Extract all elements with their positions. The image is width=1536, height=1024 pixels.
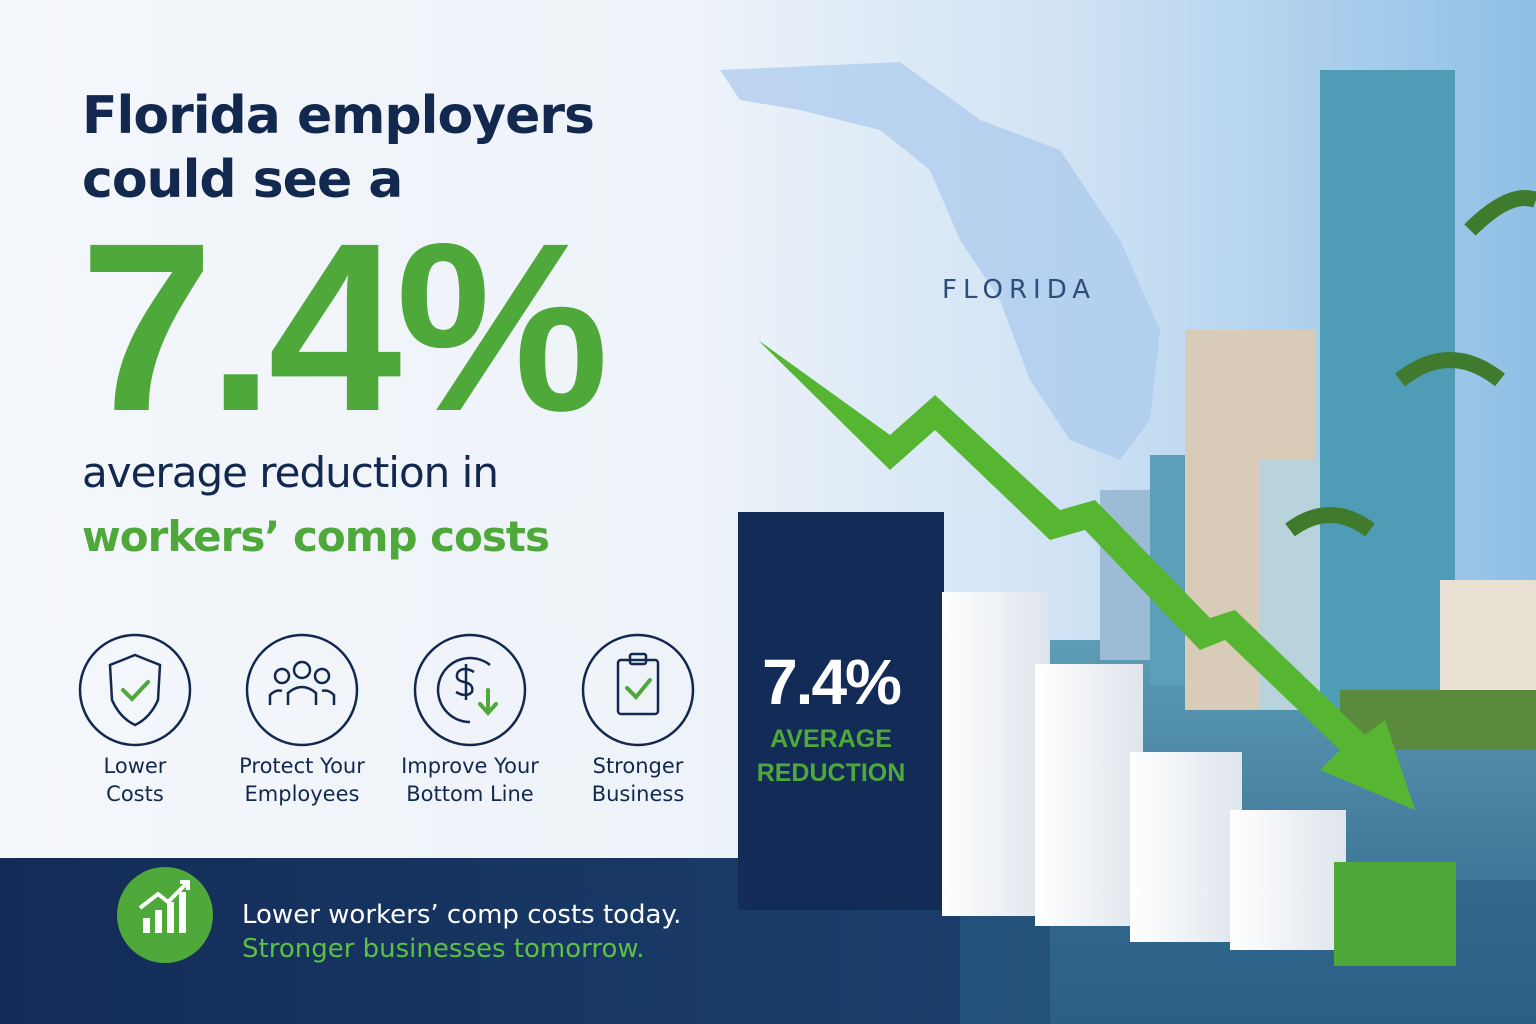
- benefit-line: Employees: [244, 782, 360, 806]
- callout-figure: 7.4%: [762, 646, 902, 718]
- benefit: Stronger Business: [538, 752, 738, 808]
- headline: Florida employers could see a: [82, 84, 595, 212]
- subtext: average reduction in: [82, 448, 499, 497]
- callout-line: AVERAGE: [770, 725, 892, 753]
- benefit-line: Stronger: [592, 754, 684, 778]
- headline-line: could see a: [82, 150, 403, 210]
- headline-figure: 7.4%: [80, 193, 609, 461]
- benefit-line: Business: [591, 782, 685, 806]
- benefit: Lower Costs: [35, 752, 235, 808]
- callout-line: REDUCTION: [756, 759, 906, 787]
- benefit-line: Costs: [106, 782, 164, 806]
- footer-line: Lower workers’ comp costs today.: [242, 900, 682, 930]
- benefit-line: Bottom Line: [406, 782, 534, 806]
- highlight: workers’ comp costs: [82, 512, 550, 561]
- headline-line: Florida employers: [82, 86, 595, 146]
- benefit: Protect Your Employees: [202, 752, 402, 808]
- map-label: FLORIDA: [942, 275, 1097, 305]
- callout-label: AVERAGE REDUCTION: [740, 722, 922, 790]
- footer-line: Stronger businesses tomorrow.: [242, 934, 645, 964]
- benefit-line: Lower: [103, 754, 167, 778]
- benefit: Improve Your Bottom Line: [370, 752, 570, 808]
- benefit-line: Protect Your: [239, 754, 365, 778]
- benefit-line: Improve Your: [401, 754, 539, 778]
